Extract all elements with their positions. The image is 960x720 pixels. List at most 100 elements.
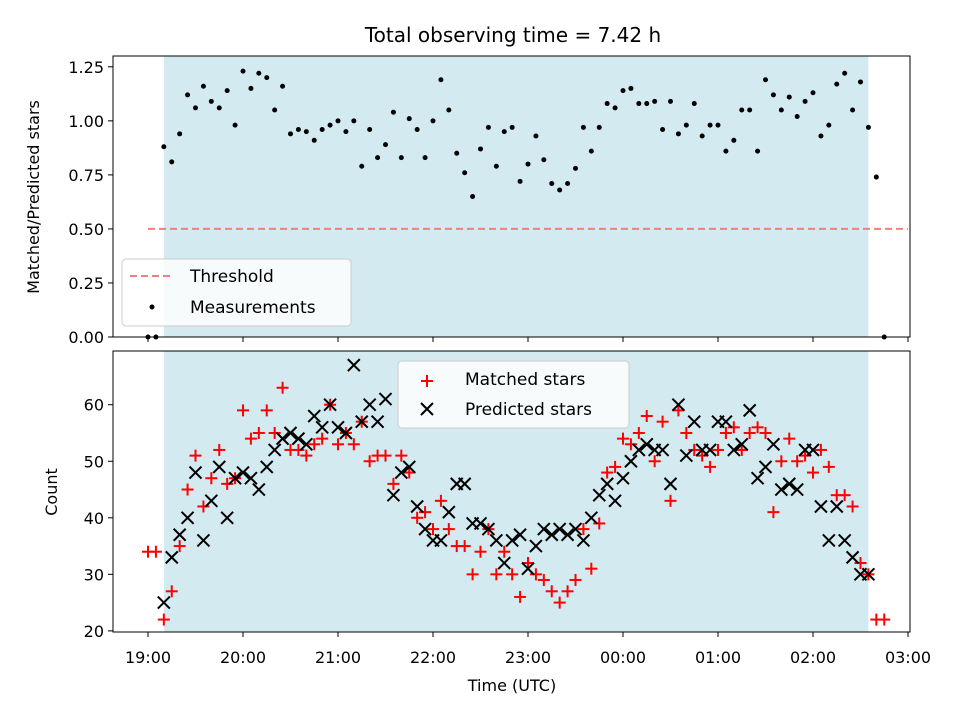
matched-star-point bbox=[648, 455, 661, 468]
measurement-point bbox=[842, 70, 848, 76]
matched-star-point bbox=[466, 568, 479, 581]
matched-star-point bbox=[498, 545, 511, 558]
top-y-axis-ticks: 0.00 0.25 0.50 0.75 1.00 1.25 bbox=[68, 58, 113, 347]
measurement-point bbox=[699, 133, 705, 139]
bottom-legend-predicted-label: Predicted stars bbox=[465, 400, 592, 420]
matched-star-point bbox=[593, 517, 606, 530]
predicted-star-point bbox=[157, 595, 171, 610]
matched-star-point bbox=[775, 455, 788, 468]
matched-star-point bbox=[569, 573, 582, 586]
bottom-x-tick-label: 22:00 bbox=[410, 648, 456, 667]
matched-star-point bbox=[759, 426, 772, 439]
measurement-point bbox=[224, 88, 230, 94]
measurement-point bbox=[770, 92, 776, 98]
predicted-star-point bbox=[608, 494, 622, 508]
measurement-point bbox=[644, 101, 650, 107]
measurement-point bbox=[311, 137, 317, 143]
bottom-y-tick-label: 20 bbox=[84, 622, 104, 641]
top-y-axis-label: Matched/Predicted stars bbox=[24, 100, 43, 294]
matched-star-point bbox=[316, 432, 329, 445]
bottom-legend: Matched stars Predicted stars bbox=[397, 360, 630, 429]
matched-star-point bbox=[244, 432, 257, 445]
measurement-point bbox=[501, 129, 507, 135]
measurement-point bbox=[794, 114, 800, 120]
bottom-x-tick-label: 03:00 bbox=[885, 648, 931, 667]
predicted-star-point bbox=[624, 454, 638, 468]
measurement-point bbox=[588, 148, 594, 154]
matched-star-point bbox=[268, 426, 281, 439]
measurement-point bbox=[533, 133, 539, 139]
measurement-point bbox=[683, 122, 689, 128]
top-legend-box bbox=[121, 258, 352, 327]
predicted-star-point bbox=[410, 499, 424, 514]
measurement-point bbox=[786, 94, 792, 100]
predicted-star-point bbox=[442, 505, 456, 519]
matched-star-point bbox=[514, 590, 527, 603]
predicted-star-point bbox=[260, 460, 274, 474]
matched-star-point bbox=[205, 472, 218, 485]
matched-star-point bbox=[688, 443, 701, 456]
matched-star-point bbox=[846, 500, 859, 513]
measurement-point bbox=[541, 157, 547, 163]
matched-star-point bbox=[799, 449, 812, 462]
predicted-star-point bbox=[434, 533, 448, 548]
predicted-star-point bbox=[687, 414, 701, 429]
predicted-star-point bbox=[505, 533, 519, 548]
matched-stars-series bbox=[142, 381, 891, 626]
measurement-point bbox=[660, 126, 666, 132]
predicted-star-point bbox=[727, 443, 741, 457]
matched-star-point bbox=[157, 613, 170, 626]
predicted-star-point bbox=[735, 437, 749, 451]
predicted-star-point bbox=[814, 499, 828, 514]
predicted-star-point bbox=[671, 398, 686, 412]
matched-star-point bbox=[664, 494, 677, 507]
measurement-point bbox=[422, 155, 428, 161]
matched-star-point bbox=[767, 506, 780, 519]
predicted-star-point bbox=[394, 465, 409, 480]
bottom-x-tick-label: 01:00 bbox=[695, 648, 741, 667]
measurement-point bbox=[573, 165, 578, 171]
measurement-point bbox=[873, 174, 879, 180]
predicted-star-point bbox=[236, 465, 250, 480]
matched-star-point bbox=[221, 477, 234, 490]
measurement-point bbox=[327, 122, 333, 128]
measurement-point bbox=[485, 124, 491, 130]
predicted-star-point bbox=[362, 398, 377, 412]
predicted-star-point bbox=[283, 426, 298, 440]
measurement-point bbox=[303, 129, 309, 135]
predicted-star-point bbox=[489, 533, 504, 548]
bottom-x-axis-ticks: 19:00 20:00 21:00 22:00 23:00 00:00 01:00 02:00… bbox=[125, 632, 931, 667]
matched-star-point bbox=[814, 443, 827, 456]
matched-star-point bbox=[347, 438, 360, 451]
measurement-point bbox=[691, 101, 697, 107]
predicted-star-point bbox=[172, 528, 187, 542]
bottom-legend-matched-swatch bbox=[421, 375, 433, 387]
bottom-y-axis-label: Count bbox=[42, 468, 61, 516]
measurement-point bbox=[470, 194, 476, 199]
bottom-x-tick-label: 00:00 bbox=[600, 648, 646, 667]
matched-star-point bbox=[387, 477, 400, 490]
measurement-point bbox=[802, 98, 808, 104]
predicted-star-point bbox=[521, 561, 535, 576]
bottom-panel: 20 30 40 50 60 19:00 20:00 21:00 22:00 23:00 00:0… bbox=[42, 350, 931, 695]
predicted-star-point bbox=[830, 499, 844, 514]
matched-star-point bbox=[403, 466, 416, 479]
predicted-star-point bbox=[165, 550, 179, 565]
bottom-y-tick-label: 40 bbox=[84, 509, 104, 528]
predicted-star-point bbox=[545, 528, 559, 542]
predicted-star-point bbox=[663, 477, 678, 491]
measurement-point bbox=[565, 181, 571, 187]
matched-star-point bbox=[878, 613, 891, 626]
measurement-point bbox=[865, 124, 871, 130]
bottom-x-tick-label: 20:00 bbox=[220, 648, 266, 667]
matched-star-point bbox=[735, 443, 748, 456]
matched-star-point bbox=[791, 455, 804, 468]
measurement-point bbox=[747, 107, 753, 113]
matched-star-point bbox=[149, 545, 162, 558]
top-y-tick-label: 0.00 bbox=[68, 328, 104, 347]
matched-star-point bbox=[173, 540, 186, 553]
matched-star-point bbox=[252, 426, 265, 439]
measurement-point bbox=[493, 163, 499, 169]
predicted-star-point bbox=[457, 477, 472, 491]
matched-star-point bbox=[656, 415, 669, 428]
